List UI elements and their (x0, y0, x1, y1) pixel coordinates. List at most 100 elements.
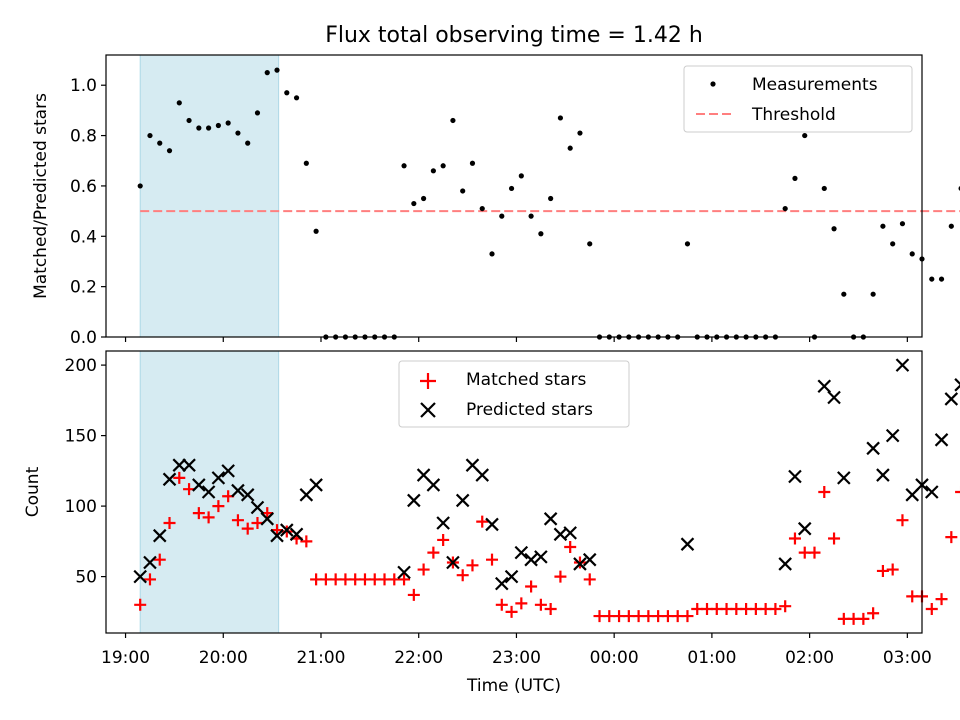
measurement-point (802, 132, 808, 139)
predicted-star-point (162, 472, 177, 487)
matched-star-point (398, 573, 411, 586)
predicted-star-point (563, 526, 577, 540)
measurement-point (440, 163, 446, 169)
predicted-star-point (270, 528, 284, 543)
x-tick-label: 23:00 (492, 648, 541, 668)
measurement-point (929, 276, 935, 282)
y-tick-label: 1.0 (70, 76, 97, 96)
predicted-star-point (885, 428, 900, 443)
matched-star-point (241, 522, 254, 535)
x-tick-label: 02:00 (785, 648, 834, 668)
matched-star-point (515, 597, 528, 610)
predicted-star-point (514, 545, 529, 560)
predicted-star-point (143, 555, 157, 570)
y-tick-label: 0.0 (70, 328, 97, 348)
predicted-star-point (543, 512, 558, 526)
count-plot-frame (105, 350, 923, 634)
measurement-point (577, 130, 583, 136)
predicted-star-point (797, 521, 812, 536)
predicted-star-point (407, 493, 421, 508)
y-tick-label: 0.4 (70, 227, 97, 247)
x-tick-label: 00:00 (590, 648, 639, 668)
legend-measurements-label: Measurements (752, 75, 878, 95)
matched-star-point (955, 486, 960, 498)
predicted-star-point (954, 378, 960, 392)
matched-star-point (818, 486, 831, 498)
measurement-point (567, 145, 573, 151)
matched-star-point (554, 570, 567, 583)
count-panel: 50 100 150 200 19:00 20:00 21:00 22:00 23:00 00:… (23, 350, 960, 696)
matched-star-point (466, 559, 479, 572)
measurement-point (225, 120, 231, 126)
measurement-point (313, 228, 319, 234)
measurement-point (831, 226, 837, 232)
ratio-panel: 0.0 0.2 0.4 0.6 0.8 1.0 Matched/Predicted sta… (31, 54, 960, 348)
matched-star-point (173, 471, 186, 484)
matched-star-point (876, 564, 889, 577)
matched-star-point (925, 603, 938, 616)
measurement-point (421, 195, 427, 202)
measurement-point (821, 185, 827, 192)
predicted-star-point (524, 552, 538, 567)
x-tick-label: 19:00 (101, 648, 150, 668)
count-y-axis-label: Count (23, 466, 43, 517)
predicted-star-point (192, 478, 206, 492)
matched-star-point (564, 540, 577, 553)
measurement-point (938, 276, 945, 282)
matched-star-point (495, 598, 508, 611)
predicted-star-point (895, 358, 910, 372)
matched-star-point (534, 598, 547, 611)
measurement-point (245, 140, 251, 146)
predicted-star-point (680, 537, 695, 551)
y-tick-label: 150 (65, 427, 97, 447)
measurement-point (587, 241, 593, 247)
measurement-point (274, 67, 280, 73)
ratio-legend: Measurements Threshold (683, 65, 913, 133)
measurement-point (460, 188, 466, 194)
matched-star-point (769, 603, 782, 616)
y-tick-label: 0.2 (70, 278, 97, 298)
predicted-star-point (172, 458, 187, 472)
measurement-point (176, 100, 182, 106)
matched-star-point (271, 524, 284, 537)
predicted-star-point (788, 469, 802, 484)
measurement-point (254, 110, 261, 116)
predicted-star-point (944, 392, 959, 406)
legend-predicted-marker (420, 402, 436, 418)
predicted-star-point (250, 500, 265, 515)
predicted-star-point (817, 379, 832, 394)
matched-star-point (808, 546, 821, 559)
measurement-point (303, 160, 309, 166)
matched-star-point (935, 593, 948, 606)
y-tick-label: 0.6 (70, 177, 97, 197)
predicted-star-point (182, 458, 196, 472)
measurement-point (479, 205, 485, 212)
matched-star-point (886, 563, 899, 576)
y-tick-label: 0.8 (70, 127, 97, 147)
predicted-star-point (436, 516, 450, 530)
x-tick-label: 20:00 (199, 648, 248, 668)
matched-star-point (153, 553, 166, 566)
y-tick-label: 200 (65, 356, 97, 376)
measurement-point (264, 70, 270, 76)
measurement-point (235, 130, 241, 136)
predicted-star-point (221, 464, 235, 478)
measurement-point (870, 291, 876, 297)
predicted-star-point (582, 552, 597, 567)
measurement-point (499, 213, 505, 219)
measurement-point (430, 168, 436, 174)
matched-star-point (867, 607, 880, 620)
measurement-point (508, 185, 515, 192)
predicted-star-point (455, 493, 470, 508)
predicted-star-point (485, 517, 499, 532)
matched-star-point (544, 603, 557, 616)
matched-star-point (437, 533, 450, 546)
ratio-y-axis-label: Matched/Predicted stars (31, 93, 51, 299)
matched-star-point (212, 500, 225, 513)
measurement-point (450, 117, 456, 124)
matched-star-point (417, 563, 430, 576)
measurement-point (909, 251, 915, 257)
predicted-star-point (866, 441, 880, 456)
measurement-point (157, 140, 163, 146)
predicted-star-point (475, 468, 490, 482)
